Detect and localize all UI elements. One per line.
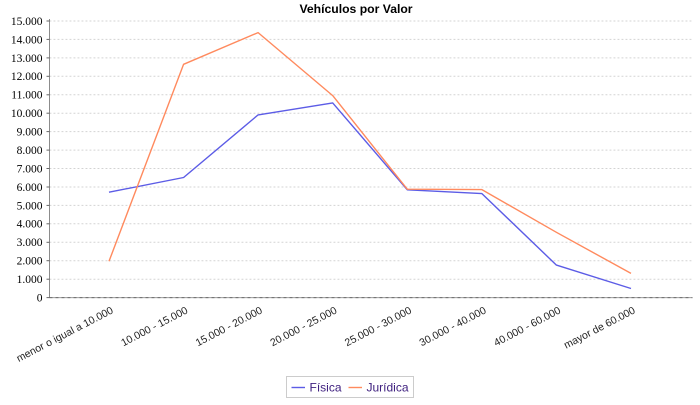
svg-text:11.000: 11.000 <box>11 90 42 102</box>
svg-text:9.000: 9.000 <box>17 127 43 139</box>
svg-text:Física: Física <box>310 381 342 395</box>
svg-text:12.000: 12.000 <box>11 71 43 83</box>
svg-text:Vehículos por Valor: Vehículos por Valor <box>299 2 412 16</box>
svg-text:13.000: 13.000 <box>11 53 43 65</box>
svg-text:1.000: 1.000 <box>17 274 43 286</box>
svg-text:5.000: 5.000 <box>17 200 43 212</box>
svg-text:4.000: 4.000 <box>17 219 43 231</box>
svg-text:3.000: 3.000 <box>17 237 43 249</box>
svg-text:6.000: 6.000 <box>17 182 43 194</box>
svg-text:Jurídica: Jurídica <box>367 381 409 395</box>
svg-text:8.000: 8.000 <box>17 145 43 157</box>
svg-text:0: 0 <box>37 293 43 305</box>
svg-text:14.000: 14.000 <box>11 34 43 46</box>
svg-text:15.000: 15.000 <box>11 16 43 28</box>
svg-text:2.000: 2.000 <box>17 256 43 268</box>
svg-text:7.000: 7.000 <box>17 163 43 175</box>
svg-text:10.000: 10.000 <box>11 108 43 120</box>
